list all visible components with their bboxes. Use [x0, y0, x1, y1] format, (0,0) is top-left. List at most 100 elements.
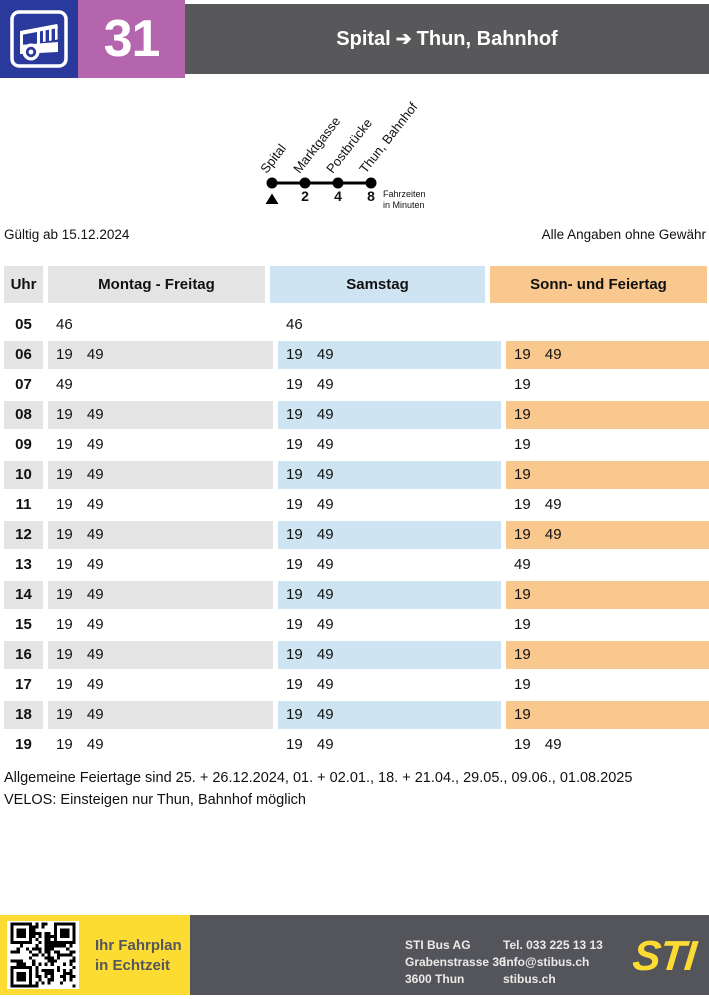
contact-email: info@stibus.ch [503, 955, 590, 969]
route-destination: Thun, Bahnhof [416, 27, 558, 50]
mf-cell: 19 49 [48, 520, 273, 550]
hour-cell: 08 [4, 400, 43, 430]
so-cell: 19 [506, 400, 709, 430]
table-row: 19 19 49 19 49 19 49 [4, 730, 709, 760]
table-row: 05 46 46 [4, 310, 709, 340]
legend-line1: Fahrzeiten [383, 189, 426, 199]
table-row: 17 19 49 19 49 19 [4, 670, 709, 700]
bus-icon-svg [10, 10, 68, 68]
hour-cell: 12 [4, 520, 43, 550]
sa-cell: 19 49 [278, 370, 501, 400]
sa-cell: 46 [278, 310, 501, 340]
header-monday-friday: Montag - Freitag [48, 265, 265, 304]
route-title-bar: Spital ➔ Thun, Bahnhof [185, 4, 709, 74]
so-cell: 19 49 [506, 730, 709, 760]
note-velos: VELOS: Einsteigen nur Thun, Bahnhof mögl… [4, 792, 307, 808]
so-cell: 19 [506, 460, 709, 490]
sa-cell: 19 49 [278, 670, 501, 700]
so-cell: 19 [506, 610, 709, 640]
so-cell: 19 49 [506, 520, 709, 550]
so-cell: 19 [506, 370, 709, 400]
header-sunday-holiday: Sonn- und Feiertag [490, 265, 707, 304]
realtime-panel: Ihr Fahrplan in Echtzeit [0, 915, 190, 995]
so-cell: 19 [506, 580, 709, 610]
hour-cell: 18 [4, 700, 43, 730]
line-number: 31 [103, 10, 161, 68]
validity-date: Gültig ab 15.12.2024 [4, 227, 130, 242]
realtime-line1: Ihr Fahrplan [95, 937, 182, 954]
company-contact: Tel. 033 225 13 13 info@stibus.ch stibus… [503, 937, 603, 988]
so-cell: 19 49 [506, 340, 709, 370]
sa-cell: 19 49 [278, 340, 501, 370]
hour-cell: 07 [4, 370, 43, 400]
legend-line2: in Minuten [383, 199, 425, 210]
hour-cell: 13 [4, 550, 43, 580]
table-row: 15 19 49 19 49 19 [4, 610, 709, 640]
sa-cell: 19 49 [278, 400, 501, 430]
stop-time: 8 [367, 188, 375, 204]
footer-contact-bar: STI Bus AG Grabenstrasse 36 3600 Thun Te… [190, 915, 709, 995]
so-cell: 19 [506, 430, 709, 460]
company-name: STI Bus AG [405, 938, 471, 952]
mf-cell: 19 49 [48, 580, 273, 610]
hour-cell: 15 [4, 610, 43, 640]
mf-cell: 19 49 [48, 640, 273, 670]
sa-cell: 19 49 [278, 460, 501, 490]
mf-cell: 19 49 [48, 610, 273, 640]
mf-cell: 19 49 [48, 430, 273, 460]
table-row: 13 19 49 19 49 49 [4, 550, 709, 580]
so-cell: 19 [506, 700, 709, 730]
so-cell: 19 [506, 640, 709, 670]
page-footer: Ihr Fahrplan in Echtzeit STI Bus AG Grab… [0, 915, 709, 995]
bus-icon [0, 0, 78, 78]
so-cell: 49 [506, 550, 709, 580]
sa-cell: 19 49 [278, 550, 501, 580]
header-saturday: Samstag [270, 265, 485, 304]
hour-cell: 16 [4, 640, 43, 670]
hour-cell: 19 [4, 730, 43, 760]
hour-cell: 09 [4, 430, 43, 460]
route-diagram: Spital Marktgasse 2 Postbrücke 4 Thun, Bahnho… [240, 100, 500, 218]
table-row: 11 19 49 19 49 19 49 [4, 490, 709, 520]
mf-cell: 49 [48, 370, 273, 400]
page-header: 31 Spital ➔ Thun, Bahnhof [0, 0, 709, 78]
so-cell [506, 310, 709, 340]
hour-cell: 11 [4, 490, 43, 520]
disclaimer: Alle Angaben ohne Gewähr [541, 227, 706, 242]
sa-cell: 19 49 [278, 700, 501, 730]
table-row: 14 19 49 19 49 19 [4, 580, 709, 610]
table-row: 06 19 49 19 49 19 49 [4, 340, 709, 370]
mf-cell: 46 [48, 310, 273, 340]
table-row: 09 19 49 19 49 19 [4, 430, 709, 460]
contact-phone: Tel. 033 225 13 13 [503, 938, 603, 952]
mf-cell: 19 49 [48, 550, 273, 580]
sa-cell: 19 49 [278, 730, 501, 760]
table-row: 08 19 49 19 49 19 [4, 400, 709, 430]
realtime-label: Ihr Fahrplan in Echtzeit [95, 936, 182, 976]
note-holidays: Allgemeine Feiertage sind 25. + 26.12.20… [4, 770, 633, 786]
hour-cell: 17 [4, 670, 43, 700]
timetable-header-row: Uhr Montag - Freitag Samstag Sonn- und F… [4, 265, 707, 304]
hour-cell: 06 [4, 340, 43, 370]
so-cell: 19 49 [506, 490, 709, 520]
contact-website: stibus.ch [503, 972, 556, 986]
sti-logo: STI [630, 932, 698, 979]
company-street: Grabenstrasse 36 [405, 955, 506, 969]
timetable-rows: 05 46 46 06 19 49 19 49 19 49 07 49 19 4… [4, 310, 709, 760]
hour-cell: 10 [4, 460, 43, 490]
table-row: 18 19 49 19 49 19 [4, 700, 709, 730]
sa-cell: 19 49 [278, 610, 501, 640]
diagram-legend: Fahrzeiten in Minuten [383, 189, 426, 210]
header-hour: Uhr [4, 265, 43, 304]
mf-cell: 19 49 [48, 700, 273, 730]
so-cell: 19 [506, 670, 709, 700]
line-number-badge: 31 [78, 0, 185, 78]
hour-cell: 05 [4, 310, 43, 340]
table-row: 07 49 19 49 19 [4, 370, 709, 400]
departure-marker-icon [265, 193, 279, 204]
mf-cell: 19 49 [48, 460, 273, 490]
hour-cell: 14 [4, 580, 43, 610]
route-line-svg [265, 177, 377, 204]
route-origin: Spital [336, 27, 391, 50]
company-city: 3600 Thun [405, 972, 465, 986]
